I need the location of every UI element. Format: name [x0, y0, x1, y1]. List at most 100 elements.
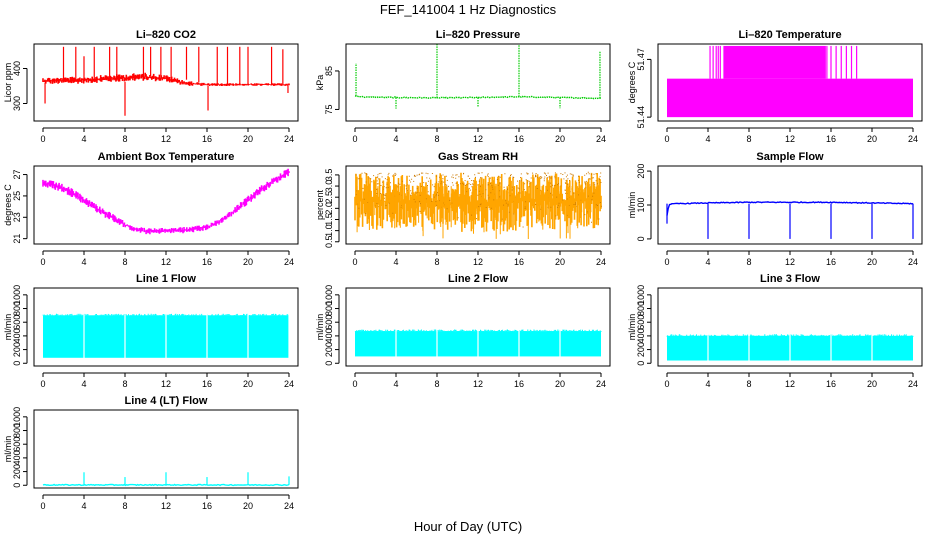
- panel-line2: Line 2 Flow ml/min 0 4 8 12 16 20 24 0 20040060080…: [315, 273, 611, 389]
- y-tick-label: 0: [636, 236, 646, 241]
- x-tick-label: 20: [555, 257, 565, 267]
- x-tick-label: 8: [434, 379, 439, 389]
- y-tick-label: 400: [12, 450, 22, 465]
- plot-frame: [33, 43, 299, 122]
- x-tick-label: 12: [785, 379, 795, 389]
- data-layer: [354, 171, 602, 239]
- x-tick-label: 24: [596, 257, 606, 267]
- x-tick-label: 20: [243, 134, 253, 144]
- plot-frame: [657, 43, 923, 122]
- y-tick-label: 200: [12, 464, 22, 479]
- y-tick-label: 0: [12, 361, 22, 366]
- x-tick-label: 24: [284, 501, 294, 511]
- x-tick-label: 12: [161, 257, 171, 267]
- y-tick-label: 2.5: [324, 191, 334, 204]
- x-tick-label: 8: [746, 379, 751, 389]
- y-tick-label: 0.5: [324, 236, 334, 249]
- x-tick-label: 24: [596, 379, 606, 389]
- y-tick-label: 400: [636, 328, 646, 343]
- data-layer: [667, 45, 913, 118]
- x-tick-label: 0: [352, 134, 357, 144]
- x-tick-label: 16: [826, 134, 836, 144]
- y-tick-label: 800: [324, 301, 334, 316]
- plot-frame: [345, 43, 611, 122]
- panel-li820temp: Li–820 Temperature degrees C 0 4 8 12 16 20 24 51…: [627, 29, 923, 144]
- y-tick-label: 21: [12, 234, 22, 244]
- y-tick-label: 100: [636, 197, 646, 212]
- y-tick-label: 51.44: [636, 106, 646, 129]
- y-axis-label: ml/min: [3, 436, 13, 463]
- data-layer: [354, 288, 602, 366]
- figure-title: FEF_141004 1 Hz Diagnostics: [380, 2, 557, 17]
- x-tick-label: 12: [785, 134, 795, 144]
- y-tick-label: 200: [636, 164, 646, 179]
- panel-title: Line 4 (LT) Flow: [125, 395, 208, 407]
- x-tick-label: 24: [908, 134, 918, 144]
- x-tick-label: 0: [664, 257, 669, 267]
- panel-title: Gas Stream RH: [438, 151, 518, 163]
- series-line: [666, 200, 914, 216]
- x-tick-label: 4: [81, 379, 86, 389]
- x-tick-label: 8: [122, 379, 127, 389]
- panel-line3: Line 3 Flow ml/min 0 4 8 12 16 20 24 0 20040060080…: [627, 273, 923, 389]
- x-tick-label: 16: [514, 134, 524, 144]
- x-tick-label: 8: [122, 134, 127, 144]
- data-layer: [666, 200, 914, 239]
- x-tick-label: 4: [81, 501, 86, 511]
- data-layer: [354, 44, 602, 109]
- panel-title: Line 1 Flow: [136, 273, 196, 285]
- y-tick-label: 27: [12, 170, 22, 180]
- x-tick-label: 24: [284, 134, 294, 144]
- y-tick-label: 1.5: [324, 213, 334, 226]
- x-tick-label: 20: [243, 501, 253, 511]
- x-tick-label: 20: [555, 134, 565, 144]
- panel-title: Line 3 Flow: [760, 273, 820, 285]
- y-axis-label: kPa: [315, 75, 325, 91]
- x-tick-label: 12: [473, 134, 483, 144]
- y-axis-label: Licor ppm: [3, 63, 13, 103]
- data-layer: [42, 46, 290, 116]
- x-tick-label: 4: [393, 379, 398, 389]
- y-tick-label: 300: [12, 96, 22, 111]
- y-tick-label: 1000: [324, 285, 334, 305]
- x-tick-label: 8: [746, 257, 751, 267]
- y-tick-label: 800: [12, 301, 22, 316]
- y-tick-label: 200: [636, 342, 646, 357]
- panel-title: Li–820 CO2: [136, 29, 196, 41]
- x-tick-label: 24: [908, 379, 918, 389]
- x-tick-label: 16: [514, 257, 524, 267]
- x-tick-label: 12: [785, 257, 795, 267]
- y-tick-label: 51.47: [636, 48, 646, 71]
- y-tick-label: 400: [324, 328, 334, 343]
- y-tick-label: 1000: [636, 285, 646, 305]
- panel-sampleflow: Sample Flow ml/min 0 4 8 12 16 20 24 0 100 200: [627, 151, 923, 267]
- plot-frame: [657, 165, 923, 245]
- x-tick-label: 16: [202, 134, 212, 144]
- x-tick-label: 16: [826, 379, 836, 389]
- series-dips: [356, 186, 591, 239]
- data-layer: [42, 288, 290, 366]
- plot-frame: [33, 165, 299, 245]
- plot-frame: [657, 287, 923, 367]
- panel-title: Ambient Box Temperature: [98, 151, 235, 163]
- x-tick-label: 8: [434, 134, 439, 144]
- x-tick-label: 12: [161, 379, 171, 389]
- x-tick-label: 4: [393, 257, 398, 267]
- y-tick-label: 0: [636, 361, 646, 366]
- x-tick-label: 20: [867, 379, 877, 389]
- x-tick-label: 12: [473, 257, 483, 267]
- x-tick-label: 0: [352, 379, 357, 389]
- panel-line1: Line 1 Flow ml/min 0 4 8 12 16 20 24 0 20040060080…: [3, 273, 299, 389]
- panel-rh: Gas Stream RH percent 0 4 8 12 16 20 24 0.51.01.5…: [315, 151, 611, 267]
- plot-frame: [33, 287, 299, 367]
- y-tick-label: 1000: [12, 407, 22, 427]
- data-layer: [42, 168, 290, 235]
- x-tick-label: 16: [826, 257, 836, 267]
- y-tick-label: 0: [12, 483, 22, 488]
- x-tick-label: 4: [705, 379, 710, 389]
- x-tick-label: 24: [284, 257, 294, 267]
- series-fill: [667, 78, 913, 118]
- data-layer: [42, 472, 290, 487]
- y-axis-label: ml/min: [627, 314, 637, 341]
